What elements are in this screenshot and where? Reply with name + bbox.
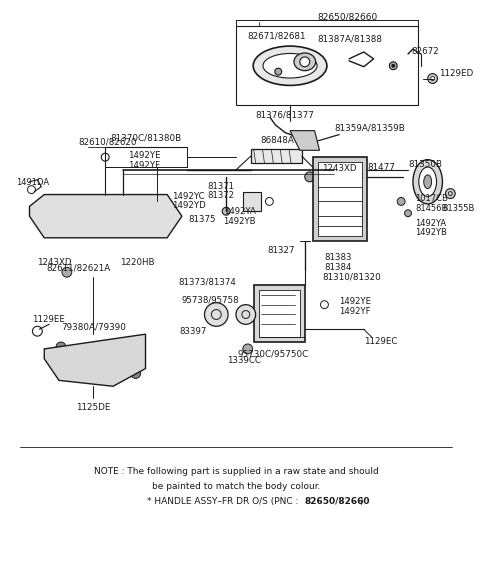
Text: 1492YF: 1492YF (128, 161, 160, 169)
Ellipse shape (413, 160, 443, 204)
Text: 81370C/81380B: 81370C/81380B (110, 133, 181, 142)
Text: 1492YB: 1492YB (223, 217, 256, 226)
Circle shape (275, 68, 282, 75)
Text: 81373/81374: 81373/81374 (178, 278, 236, 287)
Circle shape (431, 76, 434, 80)
Text: 79380A/79390: 79380A/79390 (61, 323, 126, 332)
Bar (318, 162, 362, 236)
Circle shape (43, 225, 51, 233)
Text: NOTE : The following part is supplied in a raw state and should: NOTE : The following part is supplied in… (94, 467, 378, 477)
Text: 81359A/81359B: 81359A/81359B (334, 123, 405, 132)
Circle shape (161, 227, 169, 235)
Ellipse shape (294, 53, 315, 71)
Text: 81310/81320: 81310/81320 (323, 272, 381, 282)
Text: 1492YD: 1492YD (172, 201, 206, 210)
Text: 83397: 83397 (179, 327, 206, 336)
Circle shape (300, 57, 310, 67)
Text: 1492YF: 1492YF (339, 307, 371, 316)
Ellipse shape (54, 199, 157, 233)
Circle shape (135, 211, 141, 217)
Text: 81376/81377: 81376/81377 (256, 111, 314, 119)
Text: 1492YA: 1492YA (224, 207, 256, 216)
Text: 81375: 81375 (189, 215, 216, 223)
Text: 1129ED: 1129ED (440, 69, 474, 78)
Text: be painted to match the body colour.: be painted to match the body colour. (152, 482, 320, 491)
Text: 1492YE: 1492YE (339, 297, 371, 306)
Bar (251, 149, 302, 163)
Circle shape (204, 303, 228, 326)
Circle shape (222, 207, 230, 215)
Ellipse shape (419, 167, 436, 197)
Circle shape (56, 342, 66, 352)
Text: 82611/82621A: 82611/82621A (47, 264, 111, 273)
Text: ): ) (359, 497, 362, 506)
Text: 95738/95758: 95738/95758 (181, 295, 239, 304)
Text: * HANDLE ASSY–FR DR O/S (PNC :: * HANDLE ASSY–FR DR O/S (PNC : (147, 497, 302, 506)
Ellipse shape (424, 175, 432, 189)
Text: 1492YA: 1492YA (415, 218, 446, 227)
Text: 81355B: 81355B (443, 204, 475, 213)
Text: 81371: 81371 (207, 182, 234, 191)
Text: 81372: 81372 (207, 191, 234, 200)
Text: 82672: 82672 (411, 47, 439, 56)
Polygon shape (290, 131, 320, 150)
Text: 81387A/81388: 81387A/81388 (317, 35, 383, 44)
Circle shape (445, 189, 455, 198)
Text: 82650/82660: 82650/82660 (317, 12, 377, 21)
Circle shape (405, 210, 411, 217)
Ellipse shape (68, 205, 142, 227)
Text: 1339CC: 1339CC (227, 356, 261, 365)
Circle shape (236, 304, 256, 324)
Text: 1243XD: 1243XD (37, 258, 72, 267)
Circle shape (305, 172, 314, 182)
Circle shape (392, 64, 395, 67)
Circle shape (123, 337, 133, 347)
Circle shape (56, 369, 66, 378)
Text: 1220HB: 1220HB (120, 258, 155, 267)
Circle shape (131, 369, 141, 378)
Text: 1125DE: 1125DE (76, 404, 110, 413)
Text: 1492YC: 1492YC (172, 192, 204, 201)
Text: 1017CB: 1017CB (415, 194, 448, 203)
Text: 95730C/95750C: 95730C/95750C (238, 349, 309, 359)
Text: 81456B: 81456B (415, 204, 447, 213)
Circle shape (131, 207, 144, 221)
Text: 1492YE: 1492YE (128, 150, 160, 160)
Polygon shape (44, 334, 145, 386)
Text: 1129EC: 1129EC (364, 336, 397, 345)
Bar (259, 290, 300, 337)
Text: 1492YB: 1492YB (415, 229, 447, 237)
Circle shape (43, 200, 51, 207)
Circle shape (62, 267, 72, 277)
Circle shape (428, 74, 437, 83)
Ellipse shape (263, 54, 317, 78)
Circle shape (389, 62, 397, 70)
Text: 81383: 81383 (324, 253, 352, 262)
Text: 81384: 81384 (324, 263, 352, 272)
Circle shape (397, 197, 405, 205)
Bar (243, 192, 261, 211)
Text: 81350B: 81350B (408, 160, 442, 169)
Polygon shape (29, 194, 182, 238)
Text: 1491DA: 1491DA (16, 178, 49, 188)
Ellipse shape (253, 46, 327, 86)
Circle shape (243, 344, 252, 354)
Text: 86848A: 86848A (260, 136, 294, 145)
Text: 81477: 81477 (368, 162, 396, 172)
Bar (312, 157, 367, 241)
Bar (236, 26, 418, 105)
Text: 1129EE: 1129EE (33, 315, 65, 324)
Circle shape (161, 197, 169, 205)
Text: 82650/82660: 82650/82660 (305, 497, 370, 506)
Text: 82671/82681: 82671/82681 (247, 32, 306, 41)
Bar (253, 285, 305, 342)
Text: 82610/82620: 82610/82620 (79, 138, 137, 147)
Text: 81327: 81327 (267, 246, 295, 255)
Text: 1243XD: 1243XD (323, 165, 357, 173)
